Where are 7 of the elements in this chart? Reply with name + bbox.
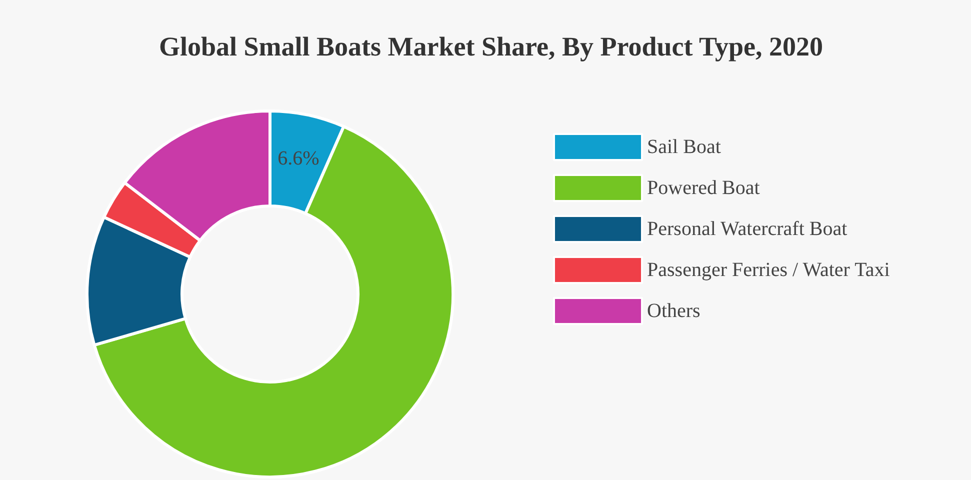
legend-label: Sail Boat bbox=[647, 136, 722, 158]
legend-label: Powered Boat bbox=[647, 177, 760, 199]
chart-title: Global Small Boats Market Share, By Product Type, 2020 bbox=[158, 32, 824, 62]
legend-label: Passenger Ferries / Water Taxi bbox=[647, 259, 890, 281]
legend-label: Others bbox=[647, 300, 701, 322]
legend-label: Personal Watercraft Boat bbox=[647, 218, 848, 240]
data-label: 6.6% bbox=[278, 147, 320, 170]
